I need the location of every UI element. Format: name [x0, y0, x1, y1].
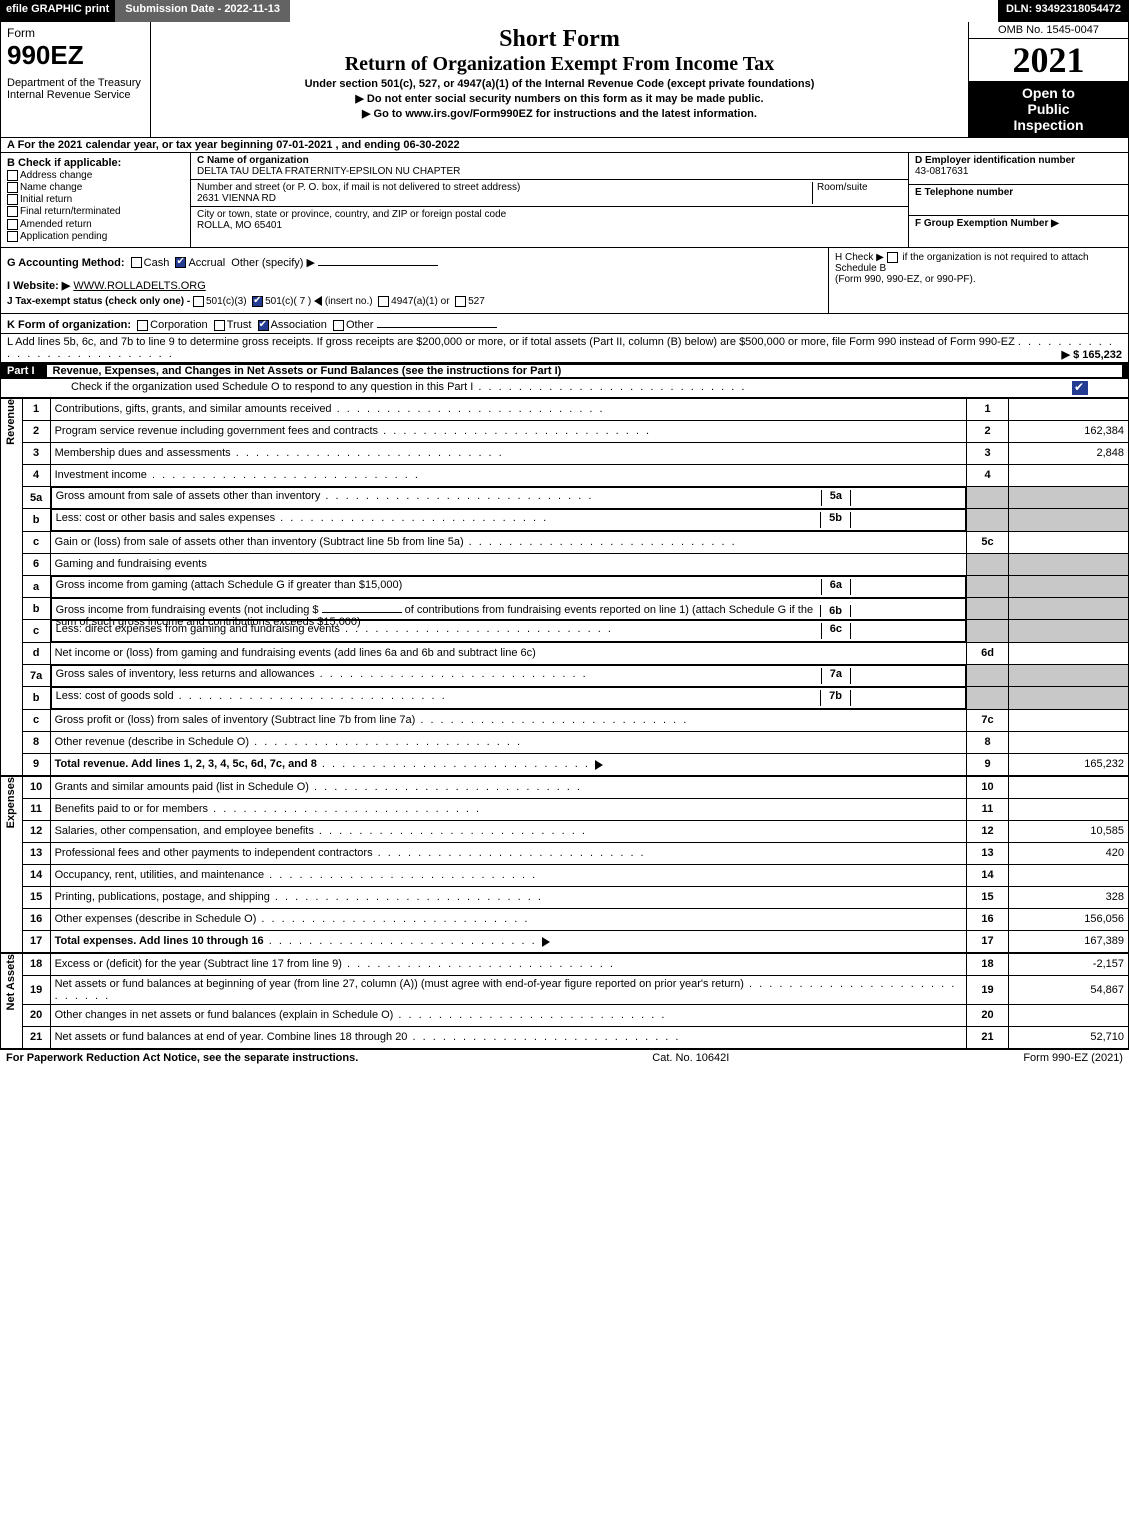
footer-left: For Paperwork Reduction Act Notice, see …	[6, 1052, 358, 1064]
warning-text: ▶ Do not enter social security numbers o…	[157, 92, 962, 105]
form-word: Form	[7, 26, 144, 40]
revenue-label: Revenue	[5, 399, 17, 445]
top-bar: efile GRAPHIC print Submission Date - 20…	[0, 0, 1129, 22]
revenue-section: Revenue 1Contributions, gifts, grants, a…	[0, 398, 1129, 776]
ck-assoc[interactable]	[258, 320, 269, 331]
l-amount: ▶ $ 165,232	[1062, 348, 1122, 361]
ck-4947[interactable]	[378, 296, 389, 307]
ck-final[interactable]	[7, 206, 18, 217]
expenses-label: Expenses	[5, 777, 17, 828]
amt-16: 156,056	[1009, 908, 1129, 930]
expenses-section: Expenses 10Grants and similar amounts pa…	[0, 776, 1129, 953]
omb-number: OMB No. 1545-0047	[969, 22, 1128, 39]
row-a: A For the 2021 calendar year, or tax yea…	[0, 138, 1129, 153]
footer-mid: Cat. No. 10642I	[652, 1052, 729, 1064]
part-sub: Check if the organization used Schedule …	[71, 381, 473, 393]
submission-date: Submission Date - 2022-11-13	[115, 0, 290, 22]
amt-13: 420	[1009, 842, 1129, 864]
room-suite: Room/suite	[812, 182, 902, 204]
ck-accrual[interactable]	[175, 257, 186, 268]
tax-year: 2021	[969, 39, 1128, 81]
ein-lbl: D Employer identification number	[915, 155, 1122, 166]
row-k: K Form of organization: Corporation Trus…	[0, 314, 1129, 334]
amt-15: 328	[1009, 886, 1129, 908]
net-assets-label: Net Assets	[5, 954, 17, 1010]
amt-19: 54,867	[1009, 975, 1129, 1004]
ck-corp[interactable]	[137, 320, 148, 331]
goto-link[interactable]: ▶ Go to www.irs.gov/Form990EZ for instru…	[157, 107, 962, 120]
net-assets-section: Net Assets 18Excess or (deficit) for the…	[0, 953, 1129, 1049]
form-header: Form 990EZ Department of the Treasury In…	[0, 22, 1129, 138]
amt-17: 167,389	[1009, 930, 1129, 952]
part-title: Revenue, Expenses, and Changes in Net As…	[47, 365, 1122, 377]
amt-9: 165,232	[1009, 753, 1129, 775]
amt-3: 2,848	[1009, 442, 1129, 464]
group-exempt: F Group Exemption Number ▶	[915, 218, 1122, 229]
ck-527[interactable]	[455, 296, 466, 307]
part-1: Part I Revenue, Expenses, and Changes in…	[0, 363, 1129, 398]
box-b-title: B Check if applicable:	[7, 157, 184, 169]
part-label: Part I	[7, 365, 47, 377]
ck-cash[interactable]	[131, 257, 142, 268]
c-name-lbl: C Name of organization	[197, 155, 902, 166]
website-url[interactable]: WWW.ROLLADELTS.ORG	[73, 280, 205, 292]
ck-h[interactable]	[887, 252, 898, 263]
ck-application[interactable]	[7, 231, 18, 242]
ck-501c[interactable]	[252, 296, 263, 307]
c-city-lbl: City or town, state or province, country…	[197, 209, 902, 220]
footer: For Paperwork Reduction Act Notice, see …	[0, 1049, 1129, 1066]
amt-21: 52,710	[1009, 1026, 1129, 1048]
form-number: 990EZ	[7, 40, 144, 71]
ein: 43-0817631	[915, 166, 1122, 177]
amt-18: -2,157	[1009, 953, 1129, 975]
ck-501c3[interactable]	[193, 296, 204, 307]
under-section: Under section 501(c), 527, or 4947(a)(1)…	[157, 78, 962, 90]
org-name: DELTA TAU DELTA FRATERNITY-EPSILON NU CH…	[197, 166, 902, 177]
org-city: ROLLA, MO 65401	[197, 220, 902, 231]
c-street-lbl: Number and street (or P. O. box, if mail…	[197, 182, 812, 193]
gh-block: G Accounting Method: Cash Accrual Other …	[0, 248, 1129, 314]
short-form-title: Short Form	[157, 26, 962, 53]
main-title: Return of Organization Exempt From Incom…	[157, 53, 962, 76]
row-l: L Add lines 5b, 6c, and 7b to line 9 to …	[0, 334, 1129, 363]
j-label: J Tax-exempt status (check only one) -	[7, 296, 190, 307]
ck-amended[interactable]	[7, 219, 18, 230]
amt-12: 10,585	[1009, 820, 1129, 842]
dln: DLN: 93492318054472	[998, 0, 1129, 22]
h-txt1: H Check ▶	[835, 252, 884, 263]
ck-schedule-o[interactable]	[1072, 381, 1088, 395]
ck-other-org[interactable]	[333, 320, 344, 331]
h-txt3: (Form 990, 990-EZ, or 990-PF).	[835, 274, 976, 285]
tel-lbl: E Telephone number	[915, 187, 1122, 198]
footer-right: Form 990-EZ (2021)	[1023, 1052, 1123, 1064]
g-label: G Accounting Method:	[7, 257, 125, 269]
efile-label: efile GRAPHIC print	[0, 0, 115, 22]
ck-address[interactable]	[7, 170, 18, 181]
ck-trust[interactable]	[214, 320, 225, 331]
dept-2: Internal Revenue Service	[7, 89, 144, 101]
amt-2: 162,384	[1009, 420, 1129, 442]
info-block: B Check if applicable: Address change Na…	[0, 153, 1129, 248]
arrow-icon	[314, 296, 322, 306]
website-lbl: I Website: ▶	[7, 280, 70, 292]
ck-initial[interactable]	[7, 194, 18, 205]
dept-1: Department of the Treasury	[7, 77, 144, 89]
l-text: L Add lines 5b, 6c, and 7b to line 9 to …	[7, 336, 1015, 348]
open-public: Open to Public Inspection	[969, 81, 1128, 137]
org-street: 2631 VIENNA RD	[197, 193, 812, 204]
ck-name[interactable]	[7, 182, 18, 193]
